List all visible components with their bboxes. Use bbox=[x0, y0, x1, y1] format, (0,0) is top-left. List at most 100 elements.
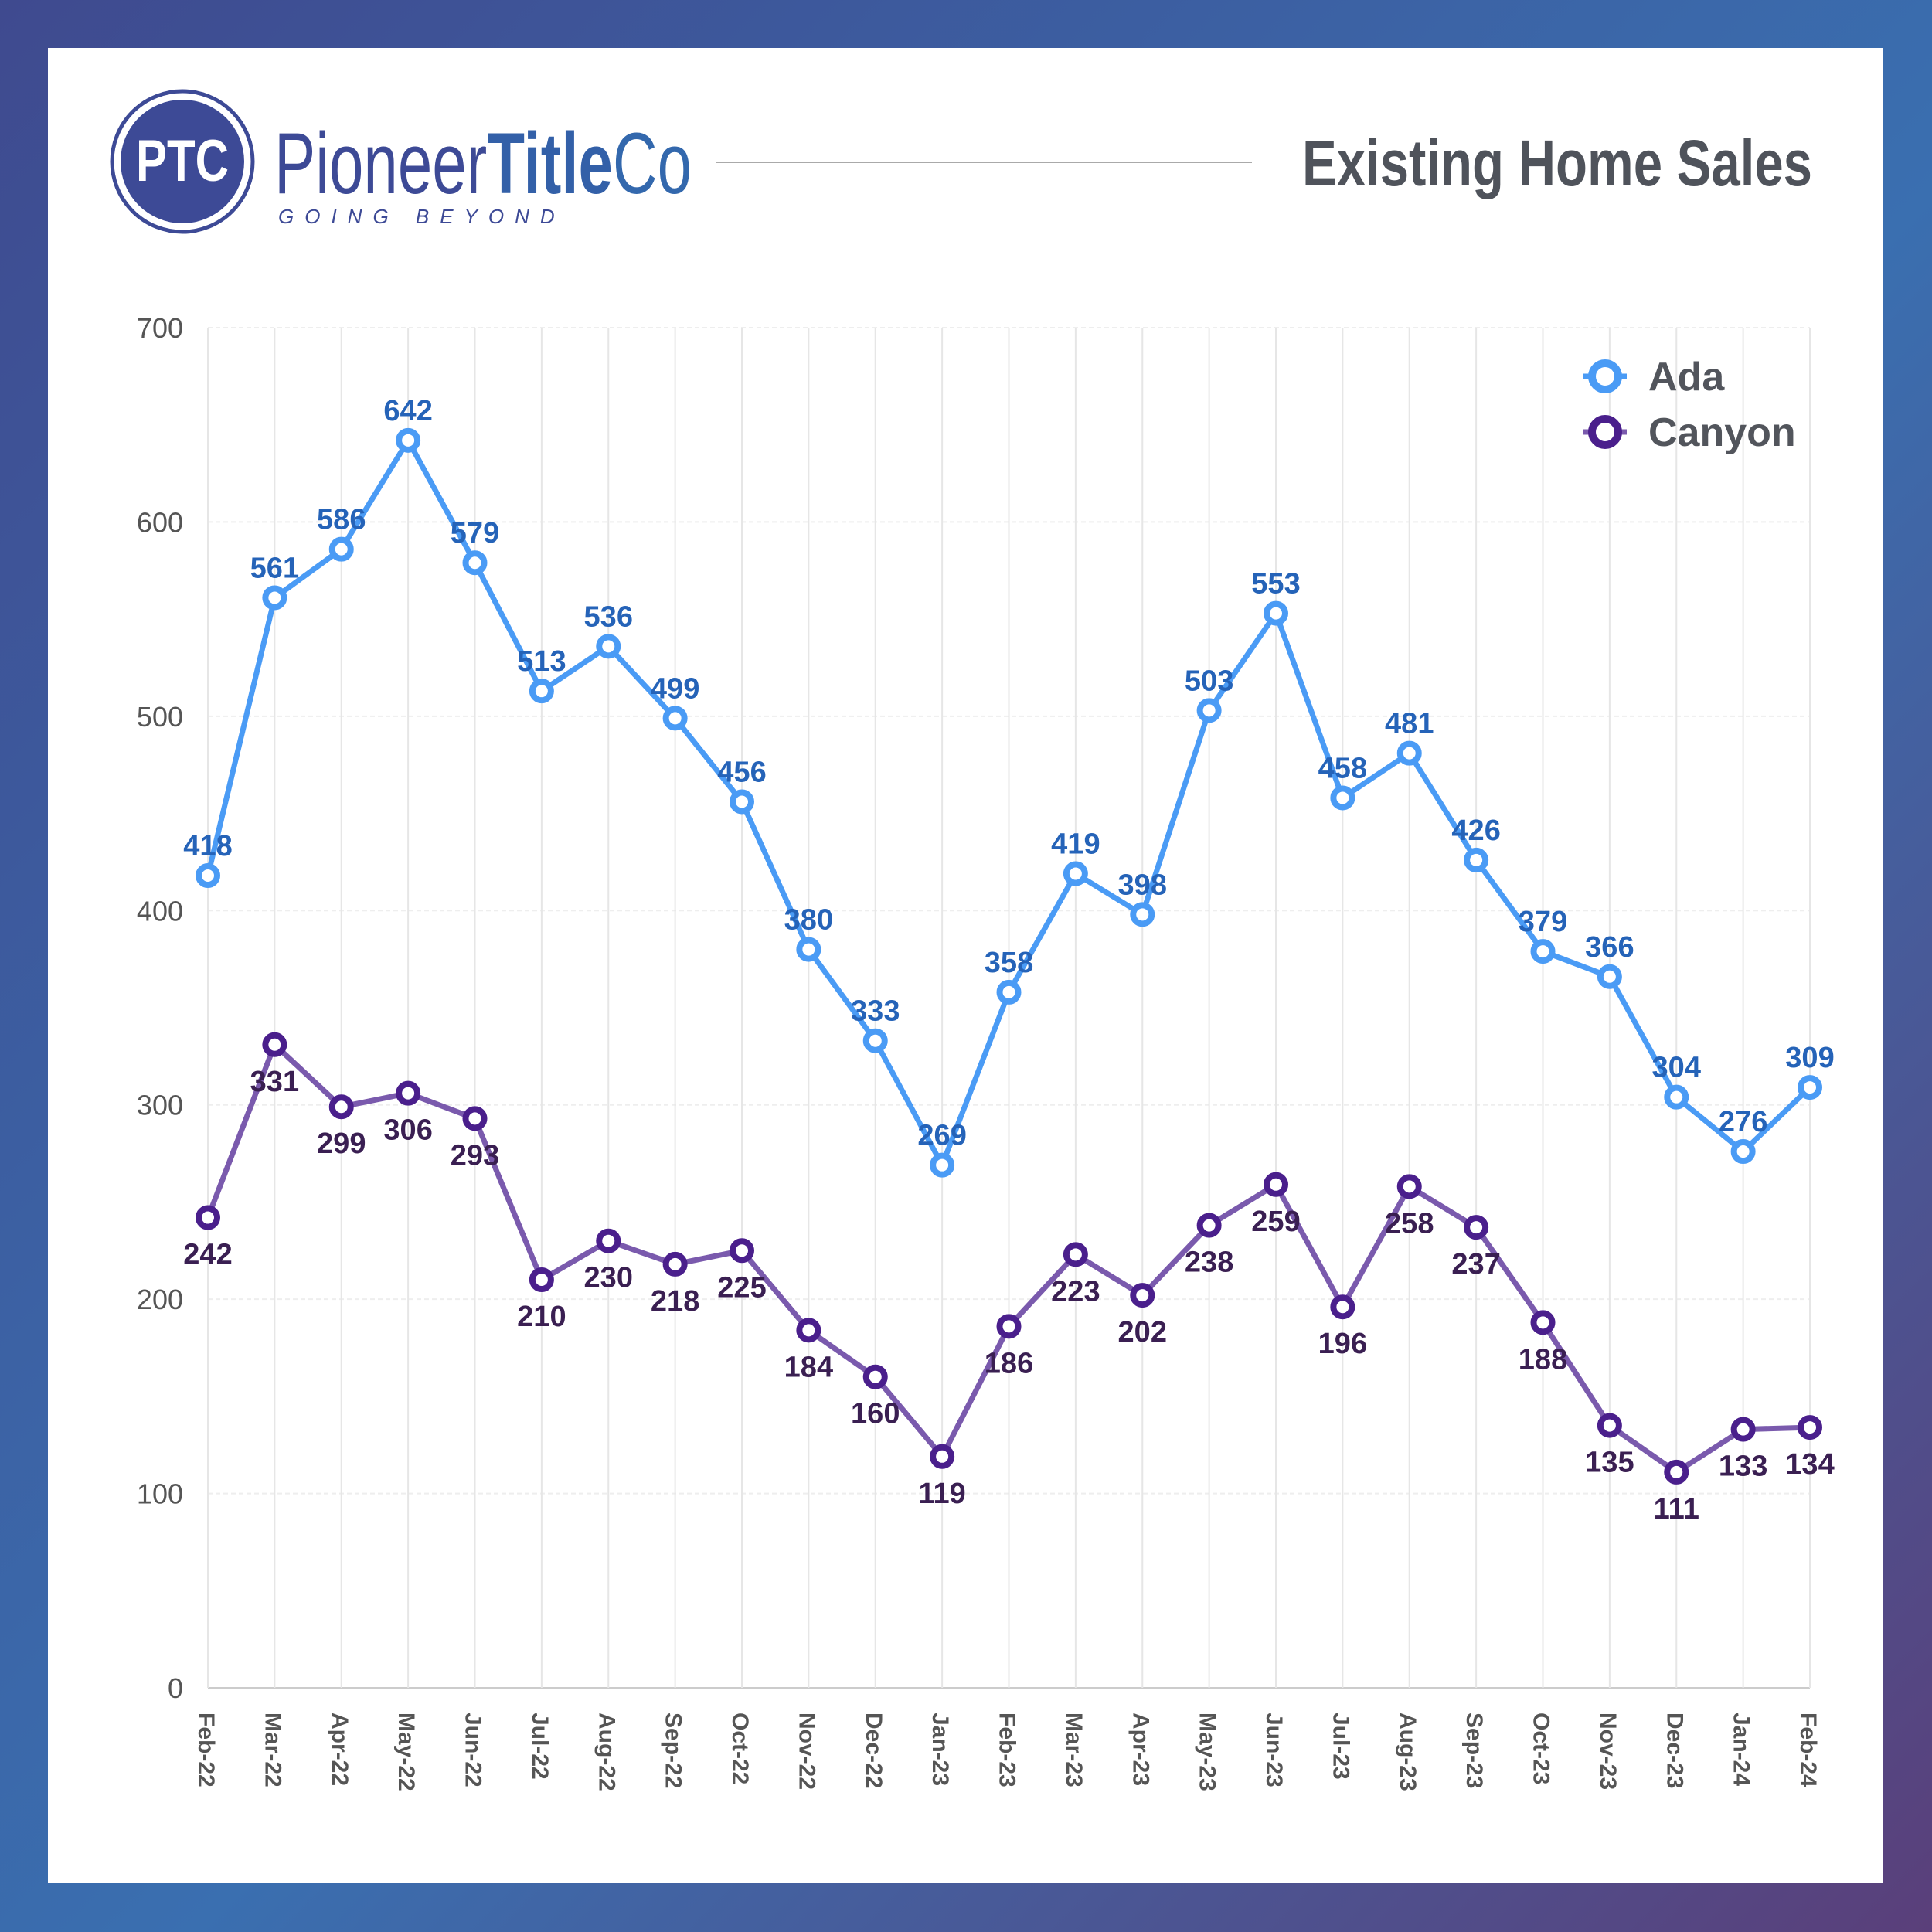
data-point bbox=[1063, 861, 1088, 886]
x-tick-label: Oct-23 bbox=[1529, 1713, 1554, 1784]
data-point bbox=[1330, 785, 1355, 811]
data-label: 306 bbox=[383, 1114, 432, 1147]
brand-end: Co bbox=[613, 115, 692, 212]
x-tick-label: Aug-23 bbox=[1395, 1713, 1420, 1791]
data-label: 218 bbox=[651, 1285, 699, 1318]
x-tick-label: Jul-22 bbox=[527, 1713, 553, 1780]
data-point bbox=[196, 1205, 220, 1230]
x-tick-label: Jan-24 bbox=[1729, 1713, 1754, 1786]
x-tick-label: Feb-24 bbox=[1795, 1713, 1821, 1787]
data-point bbox=[262, 585, 287, 611]
logo-ring bbox=[110, 89, 255, 234]
data-label: 561 bbox=[250, 552, 299, 584]
logo: PTC PioneerTitleCo GOING BEYOND bbox=[110, 89, 692, 234]
data-label: 210 bbox=[517, 1301, 566, 1333]
chart-title: Existing Home Sales bbox=[1302, 127, 1812, 199]
data-label: 188 bbox=[1519, 1343, 1567, 1376]
data-label: 230 bbox=[584, 1262, 633, 1294]
data-label: 366 bbox=[1585, 931, 1634, 964]
tagline: GOING BEYOND bbox=[278, 205, 566, 228]
data-point bbox=[1063, 1242, 1088, 1267]
data-point bbox=[396, 427, 421, 453]
data-label: 331 bbox=[250, 1066, 299, 1098]
data-point bbox=[529, 1267, 554, 1292]
data-point bbox=[1597, 1413, 1622, 1438]
x-tick-label: Sep-23 bbox=[1461, 1713, 1487, 1788]
x-tick-label: Mar-22 bbox=[260, 1713, 285, 1787]
data-point bbox=[796, 937, 821, 962]
data-label: 134 bbox=[1785, 1448, 1834, 1481]
data-point bbox=[662, 1251, 688, 1277]
data-label: 119 bbox=[918, 1478, 965, 1510]
data-point bbox=[1530, 939, 1556, 964]
data-label: 304 bbox=[1652, 1052, 1701, 1084]
brand-light: Pioneer bbox=[274, 115, 487, 212]
data-label: 160 bbox=[851, 1398, 900, 1430]
legend-label: Ada bbox=[1648, 355, 1725, 400]
x-tick-label: Sep-22 bbox=[661, 1713, 686, 1788]
brand-name: PioneerTitleCo bbox=[274, 115, 692, 212]
data-point bbox=[462, 550, 488, 576]
data-label: 299 bbox=[317, 1128, 366, 1160]
x-tick-label: Apr-22 bbox=[327, 1713, 352, 1786]
data-point bbox=[462, 1106, 488, 1131]
data-label: 379 bbox=[1519, 906, 1567, 938]
data-point bbox=[730, 789, 754, 815]
x-tick-label: Jun-23 bbox=[1261, 1713, 1287, 1787]
data-label: 426 bbox=[1451, 815, 1500, 847]
x-tick-label: Apr-23 bbox=[1128, 1713, 1153, 1786]
data-label: 579 bbox=[451, 517, 499, 549]
logo-monogram: PTC bbox=[136, 128, 229, 194]
data-point bbox=[1798, 1075, 1822, 1100]
data-label: 642 bbox=[383, 395, 432, 427]
data-point bbox=[1597, 964, 1622, 989]
data-point bbox=[1530, 1310, 1556, 1335]
data-point bbox=[262, 1032, 287, 1057]
y-tick-label: 100 bbox=[137, 1478, 183, 1510]
y-tick-label: 200 bbox=[137, 1284, 183, 1315]
data-point bbox=[328, 1094, 354, 1120]
data-label: 238 bbox=[1185, 1247, 1233, 1279]
data-point bbox=[1798, 1415, 1822, 1440]
legend-label: Canyon bbox=[1648, 410, 1796, 455]
data-label: 225 bbox=[717, 1271, 766, 1304]
data-label: 503 bbox=[1185, 665, 1233, 697]
x-tick-label: Nov-23 bbox=[1595, 1713, 1621, 1790]
x-tick-label: Feb-23 bbox=[995, 1713, 1020, 1787]
y-tick-label: 0 bbox=[168, 1672, 183, 1704]
x-tick-label: Feb-22 bbox=[193, 1713, 219, 1787]
data-point bbox=[1264, 1172, 1288, 1197]
data-label: 456 bbox=[717, 756, 766, 788]
data-point bbox=[1464, 847, 1489, 872]
data-point bbox=[996, 979, 1022, 1005]
data-label: 202 bbox=[1118, 1316, 1167, 1349]
data-label: 237 bbox=[1451, 1248, 1500, 1281]
data-label: 276 bbox=[1719, 1106, 1767, 1138]
data-point bbox=[996, 1314, 1022, 1339]
data-label: 586 bbox=[317, 504, 366, 536]
data-point bbox=[1330, 1294, 1355, 1320]
data-label: 536 bbox=[584, 600, 633, 633]
data-label: 333 bbox=[851, 995, 900, 1028]
data-point bbox=[730, 1238, 754, 1264]
logo-circle bbox=[121, 100, 244, 223]
data-label: 293 bbox=[451, 1139, 499, 1172]
x-tick-label: Mar-23 bbox=[1061, 1713, 1087, 1787]
x-tick-label: May-23 bbox=[1195, 1713, 1220, 1791]
data-label: 269 bbox=[917, 1120, 966, 1152]
data-label: 419 bbox=[1051, 828, 1100, 861]
data-point bbox=[596, 634, 621, 659]
data-point bbox=[1130, 902, 1155, 927]
y-tick-label: 300 bbox=[137, 1090, 183, 1121]
data-label: 458 bbox=[1318, 752, 1367, 784]
data-label: 184 bbox=[784, 1351, 833, 1383]
data-point bbox=[862, 1028, 888, 1053]
x-tick-label: Oct-22 bbox=[727, 1713, 753, 1784]
data-label: 358 bbox=[985, 947, 1033, 979]
x-tick-label: May-22 bbox=[393, 1713, 419, 1791]
data-point bbox=[862, 1364, 888, 1389]
data-label: 418 bbox=[183, 830, 232, 862]
data-point bbox=[196, 863, 220, 889]
data-label: 111 bbox=[1654, 1493, 1699, 1526]
